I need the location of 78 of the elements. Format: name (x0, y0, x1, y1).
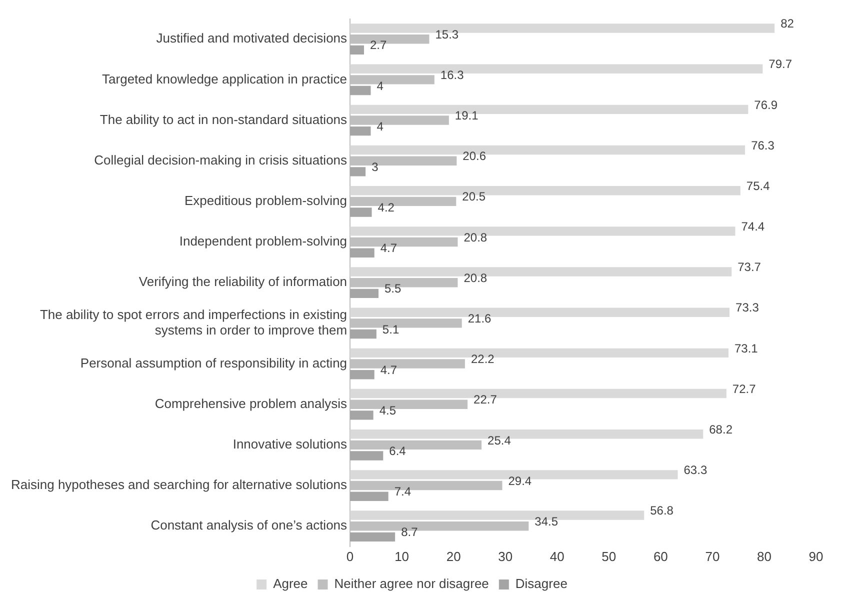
x-tick-label: 70 (705, 548, 720, 564)
bar (350, 410, 374, 420)
data-label: 20.8 (464, 270, 488, 285)
x-tick-label: 90 (808, 548, 824, 564)
legend-label: Neither agree nor disagree (334, 576, 489, 592)
bar (350, 86, 371, 96)
data-label: 20.5 (462, 190, 486, 204)
y-tick-label: Constant analysis of one’s actions (150, 518, 348, 533)
data-label: 5.1 (382, 322, 400, 336)
data-label: 68.2 (709, 422, 733, 436)
data-label: 79.7 (768, 57, 792, 72)
data-label: 4.2 (378, 200, 395, 215)
x-tick-label: 50 (602, 548, 616, 564)
data-label: 16.3 (440, 68, 464, 82)
data-label: 4 (376, 119, 384, 134)
x-tick-label: 20 (446, 548, 461, 564)
bar (350, 45, 364, 55)
x-tick-label: 80 (756, 548, 772, 564)
bar (350, 370, 374, 380)
data-label: 19.1 (454, 108, 479, 123)
y-tick-label: Innovative solutions (232, 436, 348, 452)
data-label: 82 (780, 16, 794, 31)
x-tick-label: 0 (346, 548, 354, 564)
data-label: 15.3 (435, 27, 459, 42)
data-label: 7.4 (394, 484, 412, 499)
data-label: 34.5 (534, 514, 558, 528)
data-label: 4.5 (379, 403, 396, 418)
x-tick-label: 10 (394, 548, 410, 564)
data-label: 73.1 (734, 341, 758, 356)
bar (350, 208, 372, 217)
y-tick-label: Justified and motivated decisions (156, 30, 348, 46)
y-tick-label: Verifying the reliability of information (138, 274, 348, 290)
x-tick-label: 30 (498, 548, 513, 564)
data-label: 75.4 (746, 178, 770, 193)
data-label: 72.7 (732, 382, 756, 396)
data-label: 73.7 (738, 260, 762, 274)
data-label: 76.3 (751, 138, 775, 152)
data-label: 22.2 (470, 352, 495, 366)
bar (350, 532, 396, 542)
data-label: 74.4 (741, 220, 765, 234)
y-tick-label: Raising hypotheses and searching for alternative solutions (10, 477, 348, 492)
bar (350, 126, 371, 136)
data-label: 29.4 (508, 474, 532, 488)
data-label: 2.7 (370, 38, 388, 52)
y-tick-label: Comprehensive problem analysis (154, 396, 348, 411)
data-label: 3 (372, 160, 379, 174)
bar (350, 451, 384, 460)
legend-label: Disagree (515, 576, 568, 592)
y-tick-label: Personal assumption of responsibility in acting (80, 355, 348, 370)
data-label: 56.8 (650, 504, 674, 518)
y-tick-label: Independent problem-solving (179, 234, 348, 249)
data-label: 20.6 (462, 149, 486, 164)
legend-label: Agree (273, 576, 308, 592)
data-label: 63.3 (684, 463, 708, 478)
y-tick-label: The ability to spot errors and imperfections in existing systems in order to improve them (40, 306, 348, 338)
y-tick-label: Expeditious problem-solving (184, 193, 348, 208)
x-tick-label: 40 (550, 548, 564, 564)
data-label: 8.7 (401, 525, 418, 540)
y-tick-label: Collegial decision-making in crisis situations (94, 152, 348, 168)
data-label: 76.9 (754, 98, 778, 112)
y-tick-label: Targeted knowledge application in practice (102, 71, 348, 86)
data-label: 4.7 (380, 362, 398, 377)
data-label: 21.6 (468, 311, 492, 326)
x-tick-label: 60 (653, 548, 668, 564)
data-label: 5.5 (384, 282, 402, 296)
data-label: 25.4 (488, 433, 512, 448)
data-label: 4.7 (380, 241, 398, 256)
bar (350, 288, 379, 298)
data-label: 73.3 (736, 300, 760, 315)
y-tick-label: The ability to act in non-standard situations (100, 112, 348, 127)
data-label: 22.7 (474, 392, 498, 407)
bar (350, 492, 388, 501)
bar (350, 248, 374, 258)
data-label: 6.4 (389, 444, 406, 458)
bar (350, 329, 376, 339)
bar (350, 167, 366, 176)
data-label: 4 (376, 78, 384, 93)
data-label: 20.8 (464, 230, 488, 244)
